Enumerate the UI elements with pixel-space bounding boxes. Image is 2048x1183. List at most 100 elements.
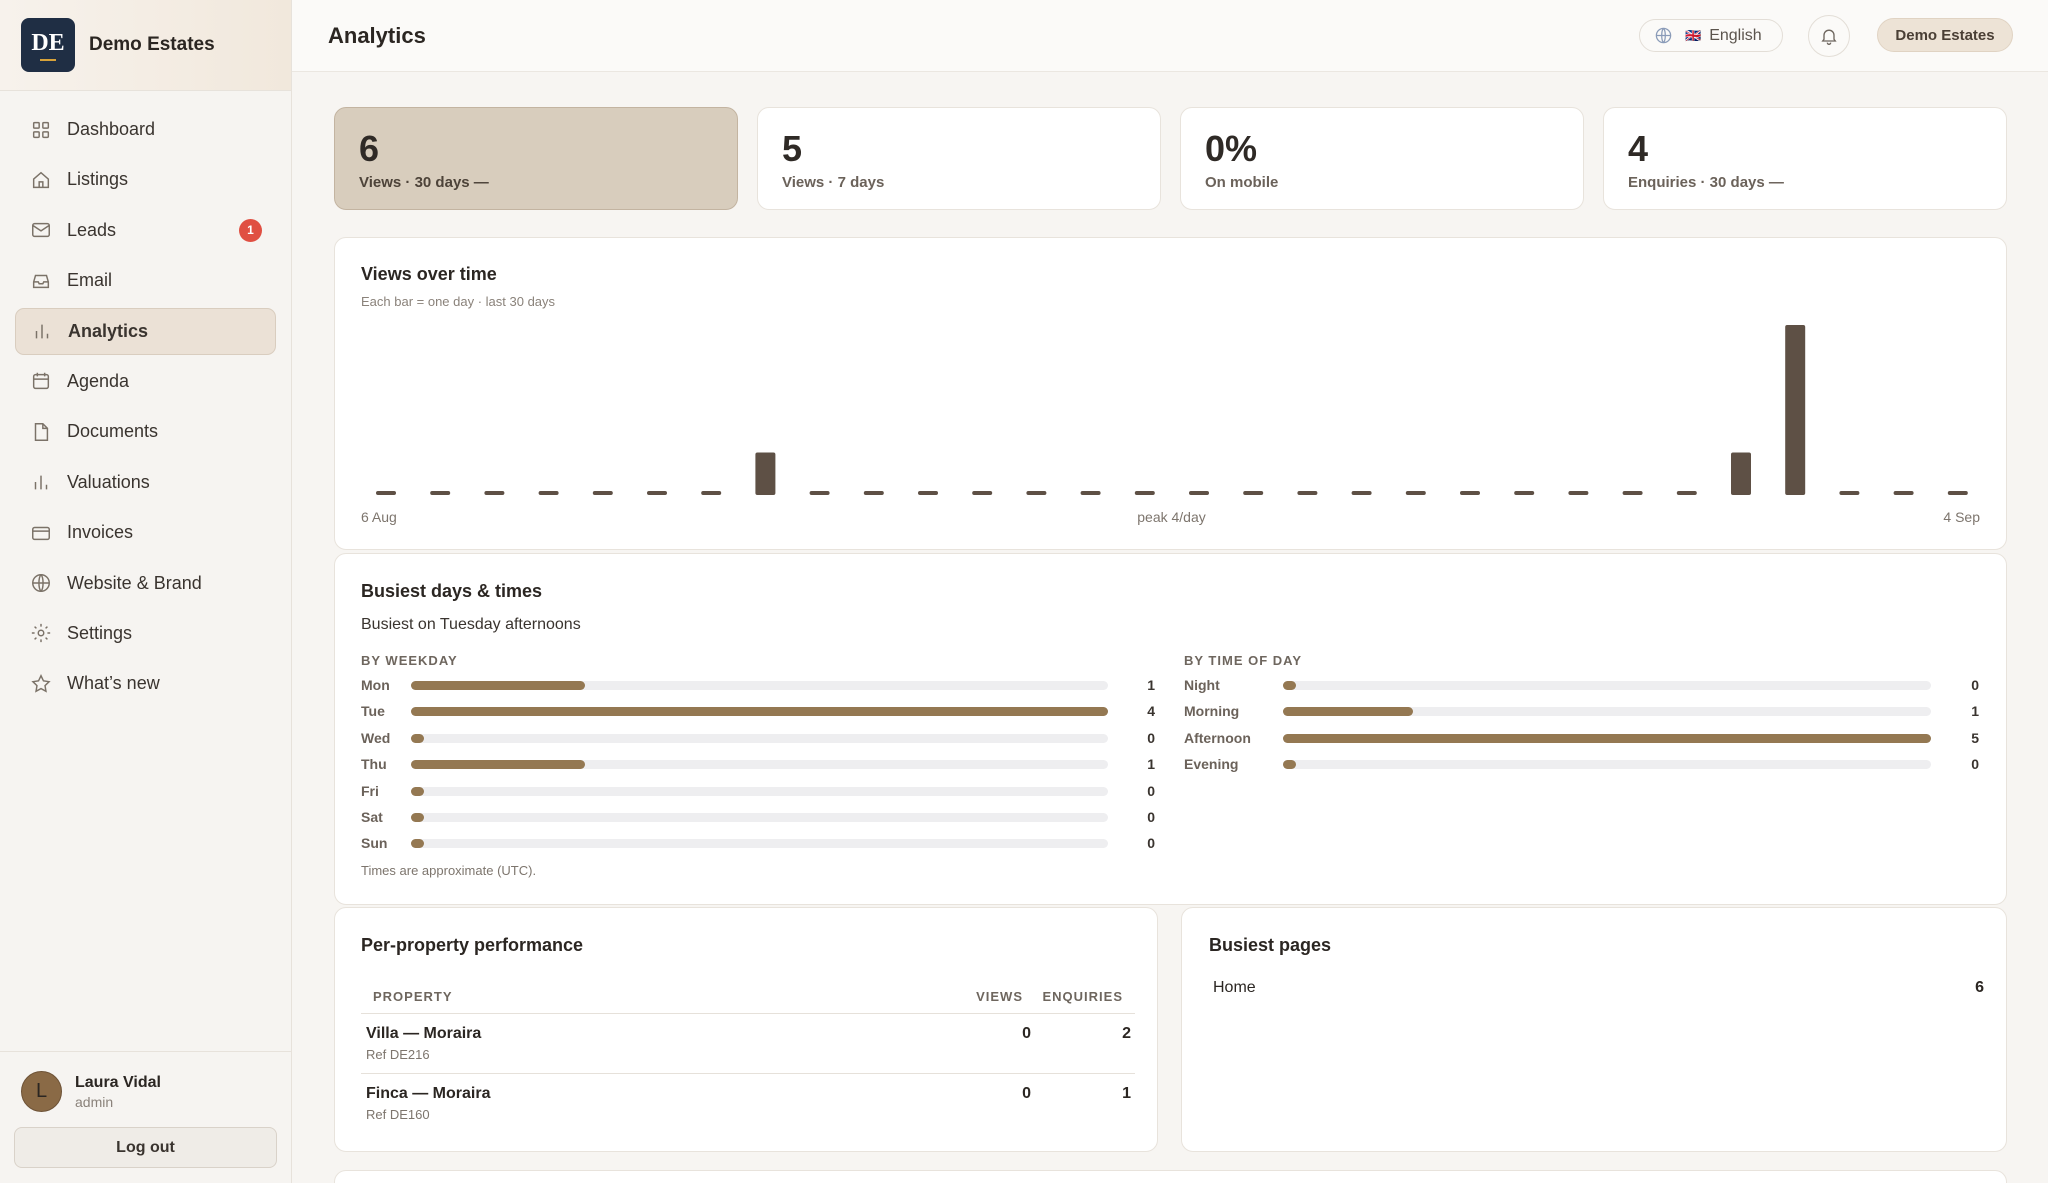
sidebar-item-label: Website & Brand — [67, 572, 202, 593]
chart-bar — [1189, 491, 1209, 495]
top-bar: Analytics 🇬🇧 English Demo Estates — [292, 0, 2048, 72]
logout-button[interactable]: Log out — [14, 1127, 277, 1168]
home-icon — [32, 171, 50, 188]
brand-name: Demo Estates — [89, 34, 215, 55]
busiest-pages-title: Busiest pages — [1209, 935, 1332, 955]
sidebar-item-email[interactable]: Email — [15, 257, 276, 304]
column-property: PROPERTY — [373, 989, 453, 1004]
bar-fill — [411, 707, 1108, 717]
sidebar-item-what-s-new[interactable]: What’s new — [15, 660, 276, 707]
chart-bar — [1731, 452, 1751, 495]
timezone-note: Times are approximate (UTC). — [361, 863, 537, 878]
sidebar-item-leads[interactable]: Leads 1 — [15, 207, 276, 254]
notifications-button[interactable] — [1808, 15, 1850, 57]
bar-label: Night — [1184, 677, 1220, 693]
property-views: 0 — [1022, 1085, 1031, 1102]
sidebar-item-listings[interactable]: Listings — [15, 156, 276, 203]
chart-bar — [972, 491, 993, 495]
account-button[interactable]: Demo Estates — [1877, 18, 2013, 52]
per-property-title: Per-property performance — [361, 935, 584, 955]
sidebar-item-website-brand[interactable]: Website & Brand — [15, 560, 276, 607]
bar-track — [411, 760, 1108, 770]
bar-value: 0 — [1147, 835, 1155, 852]
bar-track — [411, 839, 1108, 849]
chart-bar — [918, 491, 938, 495]
page-name: Home — [1213, 979, 1256, 996]
bar-row-thu: Thu 1 — [361, 756, 1155, 772]
stat-card[interactable]: 0% On mobile — [1180, 107, 1584, 210]
bar-value: 0 — [1971, 756, 1979, 773]
list-item[interactable]: Home 6 — [1213, 979, 1984, 1003]
bar-track — [1283, 733, 1931, 743]
bar-row-afternoon: Afternoon 5 — [1184, 730, 1979, 746]
column-enquiries: ENQUIRIES — [1042, 989, 1123, 1004]
chart-bar — [1026, 491, 1047, 495]
stat-card[interactable]: 6 Views · 30 days — — [334, 107, 738, 210]
sidebar-item-dashboard[interactable]: Dashboard — [15, 106, 276, 153]
chart-bar — [1243, 491, 1264, 495]
by-weekday-label: BY WEEKDAY — [361, 653, 458, 668]
bar-fill — [411, 760, 586, 770]
language-selector[interactable]: 🇬🇧 English — [1639, 19, 1783, 52]
bar-track — [411, 813, 1108, 822]
chart-bar — [1297, 491, 1318, 495]
bar-label: Fri — [361, 782, 379, 799]
property-views: 0 — [1022, 1025, 1031, 1042]
bar-fill — [1283, 733, 1931, 743]
chart-start-label: 6 Aug — [361, 509, 397, 525]
stat-card[interactable]: 4 Enquiries · 30 days — — [1603, 107, 2007, 210]
sidebar-item-invoices[interactable]: Invoices — [15, 509, 276, 556]
sidebar-footer: L Laura Vidal admin Log out — [0, 1051, 291, 1183]
stat-value: 5 — [782, 128, 803, 169]
table-row[interactable]: Finca — Moraira Ref DE160 0 1 — [361, 1074, 1135, 1134]
property-enquiries: 2 — [1122, 1025, 1131, 1042]
sidebar-item-agenda[interactable]: Agenda — [15, 358, 276, 405]
busiest-days-card: Busiest days & times Busiest on Tuesday … — [334, 553, 2007, 905]
bell-icon — [1821, 29, 1837, 45]
bar-track — [1283, 681, 1931, 690]
sidebar-item-documents[interactable]: Documents — [15, 408, 276, 455]
avatar[interactable]: L — [21, 1071, 62, 1112]
brand-logo[interactable]: DE — [21, 18, 75, 72]
bar-chart-icon — [35, 324, 49, 339]
busiest-summary: Busiest on Tuesday afternoons — [361, 616, 581, 633]
bar-row-morning: Morning 1 — [1184, 703, 1979, 720]
bar-value: 0 — [1147, 729, 1155, 746]
views-chart-subtitle: Each bar = one day · last 30 days — [361, 294, 556, 309]
chart-bar — [1676, 491, 1697, 495]
user-role: admin — [75, 1093, 114, 1110]
bar-track — [411, 707, 1108, 717]
sidebar-item-label: Invoices — [67, 522, 134, 543]
bar-label: Wed — [361, 729, 391, 746]
chart-bar — [1839, 491, 1860, 495]
sidebar-item-valuations[interactable]: Valuations — [15, 459, 276, 506]
chart-bar — [755, 452, 776, 495]
chart-bar — [430, 491, 451, 495]
bar-value: 1 — [1971, 703, 1979, 720]
chart-bar — [592, 491, 613, 495]
bar-row-fri: Fri 0 — [361, 782, 1155, 799]
bar-row-sun: Sun 0 — [361, 835, 1155, 852]
bar-label: Tue — [361, 703, 385, 720]
stat-card[interactable]: 5 Views · 7 days — [757, 107, 1161, 210]
chart-bar — [1134, 491, 1155, 495]
bar-label: Sun — [361, 835, 388, 852]
globe-icon — [1655, 27, 1672, 44]
busiest-title: Busiest days & times — [361, 581, 543, 601]
chart-bar — [376, 491, 396, 495]
table-row[interactable]: Villa — Moraira Ref DE216 0 2 — [361, 1014, 1135, 1074]
chart-bar — [809, 491, 830, 495]
language-label: English — [1709, 26, 1762, 44]
chart-end-label: 4 Sep — [1943, 509, 1980, 525]
chart-bar — [1080, 491, 1101, 495]
mail-icon — [32, 223, 50, 238]
bar-chart-icon — [34, 475, 48, 490]
bar-label: Mon — [361, 677, 390, 693]
bar-track — [411, 733, 1108, 743]
sidebar-item-analytics[interactable]: Analytics — [15, 307, 276, 355]
views-bar-chart — [376, 325, 1968, 495]
sidebar-item-settings[interactable]: Settings — [15, 610, 276, 657]
inbox-icon — [32, 274, 50, 288]
property-ref: Ref DE160 — [366, 1107, 430, 1122]
bar-track — [411, 786, 1108, 796]
